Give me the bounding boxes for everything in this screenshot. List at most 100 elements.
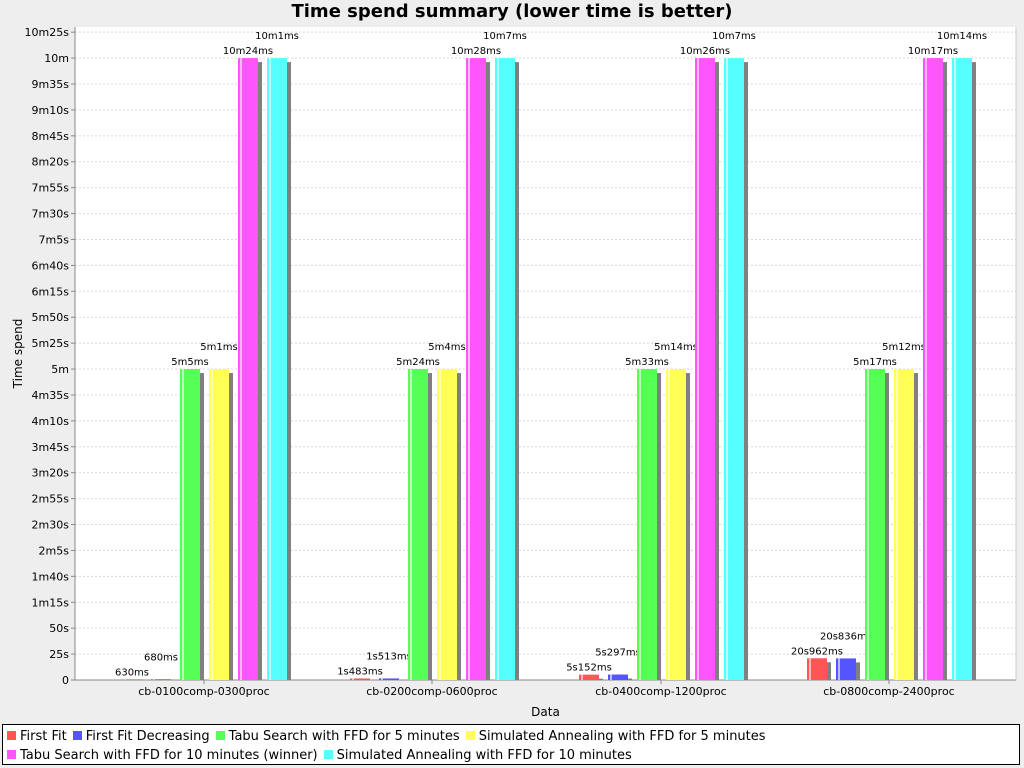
legend: First Fit First Fit Decreasing Tabu Search… xyxy=(2,724,1020,765)
y-tick-label: 5m xyxy=(51,363,69,376)
bar-fill xyxy=(894,369,914,680)
data-label: 10m28ms xyxy=(451,46,501,57)
legend-swatch xyxy=(7,731,16,740)
bar xyxy=(408,369,428,680)
bar xyxy=(466,58,486,680)
x-axis-label: Data xyxy=(531,705,560,719)
bar-highlight xyxy=(269,58,271,681)
bar-fill xyxy=(238,58,258,680)
bar xyxy=(437,369,457,680)
data-label: 5m33ms xyxy=(625,357,669,368)
legend-item: Simulated Annealing with FFD for 10 minu… xyxy=(323,746,632,765)
data-label: 10m17ms xyxy=(908,46,958,57)
data-label: 20s836ms xyxy=(820,631,872,642)
bar-highlight xyxy=(925,58,927,680)
bar-fill xyxy=(122,679,142,680)
bar-fill xyxy=(807,658,827,680)
y-tick-label: 3m45s xyxy=(32,441,70,454)
bar xyxy=(666,369,686,680)
bar-highlight xyxy=(581,674,583,680)
bar xyxy=(267,58,287,681)
bar-highlight xyxy=(124,679,126,680)
bar-highlight xyxy=(668,369,670,680)
bar-fill xyxy=(666,369,686,680)
bar-fill xyxy=(865,369,885,680)
bar-fill xyxy=(695,58,715,680)
legend-swatch xyxy=(323,750,333,759)
chart-title: Time spend summary (lower time is better… xyxy=(291,1,733,22)
bar-fill xyxy=(608,674,628,680)
bar xyxy=(350,678,370,680)
data-label: 10m7ms xyxy=(712,31,756,42)
data-label: 5m4ms xyxy=(428,342,465,353)
y-tick-label: 2m55s xyxy=(32,493,70,506)
bar xyxy=(923,58,943,680)
bar xyxy=(379,678,399,680)
y-tick-label: 7m5s xyxy=(39,233,70,246)
bar-highlight xyxy=(726,58,728,680)
bar-chart: 0 25s 50s 1m15s 1m40s 2m5s 2m30s 2m55s 3m20s 3m45… xyxy=(11,26,1017,719)
y-tick-label: 0 xyxy=(62,674,69,687)
y-tick-label: 8m45s xyxy=(32,130,70,143)
x-tick-label: cb-0200comp-0600proc xyxy=(366,685,497,698)
legend-label: Tabu Search with FFD for 5 minutes xyxy=(228,729,460,744)
bar-fill xyxy=(466,58,486,680)
y-tick-label: 6m15s xyxy=(32,285,70,298)
legend-swatch xyxy=(7,750,16,759)
data-label: 5m5ms xyxy=(171,357,208,368)
y-tick-label: 5m50s xyxy=(32,311,70,324)
bar-highlight xyxy=(182,369,184,680)
legend-item: Tabu Search with FFD for 5 minutes xyxy=(215,727,460,746)
legend-label: Simulated Annealing with FFD for 10 minu… xyxy=(336,748,632,763)
legend-label: First Fit xyxy=(20,729,67,744)
bar-highlight xyxy=(697,58,699,680)
bar-highlight xyxy=(153,679,155,680)
y-tick-label: 25s xyxy=(49,648,69,661)
y-tick-label: 7m55s xyxy=(32,182,70,195)
data-label: 630ms xyxy=(115,667,149,678)
y-tick-label: 9m10s xyxy=(32,104,70,117)
bar-highlight xyxy=(639,369,641,680)
bar-highlight xyxy=(954,58,956,680)
bar-fill xyxy=(267,58,287,681)
y-tick-label: 8m20s xyxy=(32,156,70,169)
bar-highlight xyxy=(439,369,441,680)
bar-fill xyxy=(408,369,428,680)
legend-swatch xyxy=(72,731,82,740)
bar xyxy=(836,658,856,680)
y-tick-label: 3m20s xyxy=(32,467,70,480)
data-label: 10m1ms xyxy=(255,31,299,42)
bar-fill xyxy=(350,678,370,680)
bar-fill xyxy=(923,58,943,680)
data-label: 5s297ms xyxy=(595,648,641,659)
bar xyxy=(495,58,515,680)
y-tick-label: 2m30s xyxy=(32,519,70,532)
y-tick-label: 10m xyxy=(44,52,69,65)
data-label: 1s483ms xyxy=(337,666,383,677)
legend-swatch xyxy=(465,731,475,740)
data-label: 680ms xyxy=(144,652,178,663)
bar xyxy=(952,58,972,680)
data-label: 10m14ms xyxy=(937,31,987,42)
bar-highlight xyxy=(240,58,242,680)
bar xyxy=(122,679,142,680)
y-tick-label: 5m25s xyxy=(32,337,70,350)
bar xyxy=(579,674,599,680)
bar-highlight xyxy=(809,658,811,680)
data-label: 1s513ms xyxy=(366,651,412,662)
bar-highlight xyxy=(211,369,213,680)
bar-highlight xyxy=(410,369,412,680)
legend-item: First Fit xyxy=(7,727,67,746)
bar-fill xyxy=(379,678,399,680)
y-axis-label: Time spend xyxy=(11,319,25,390)
y-tick-label: 9m35s xyxy=(32,78,70,91)
data-label: 10m26ms xyxy=(680,46,730,57)
bar-fill xyxy=(579,674,599,680)
x-tick-label: cb-0400comp-1200proc xyxy=(595,685,726,698)
bar-highlight xyxy=(497,58,499,680)
data-label: 10m7ms xyxy=(483,31,527,42)
bar-fill xyxy=(151,679,171,680)
bar xyxy=(807,658,827,680)
bar-fill xyxy=(180,369,200,680)
y-tick-label: 2m5s xyxy=(39,544,70,557)
